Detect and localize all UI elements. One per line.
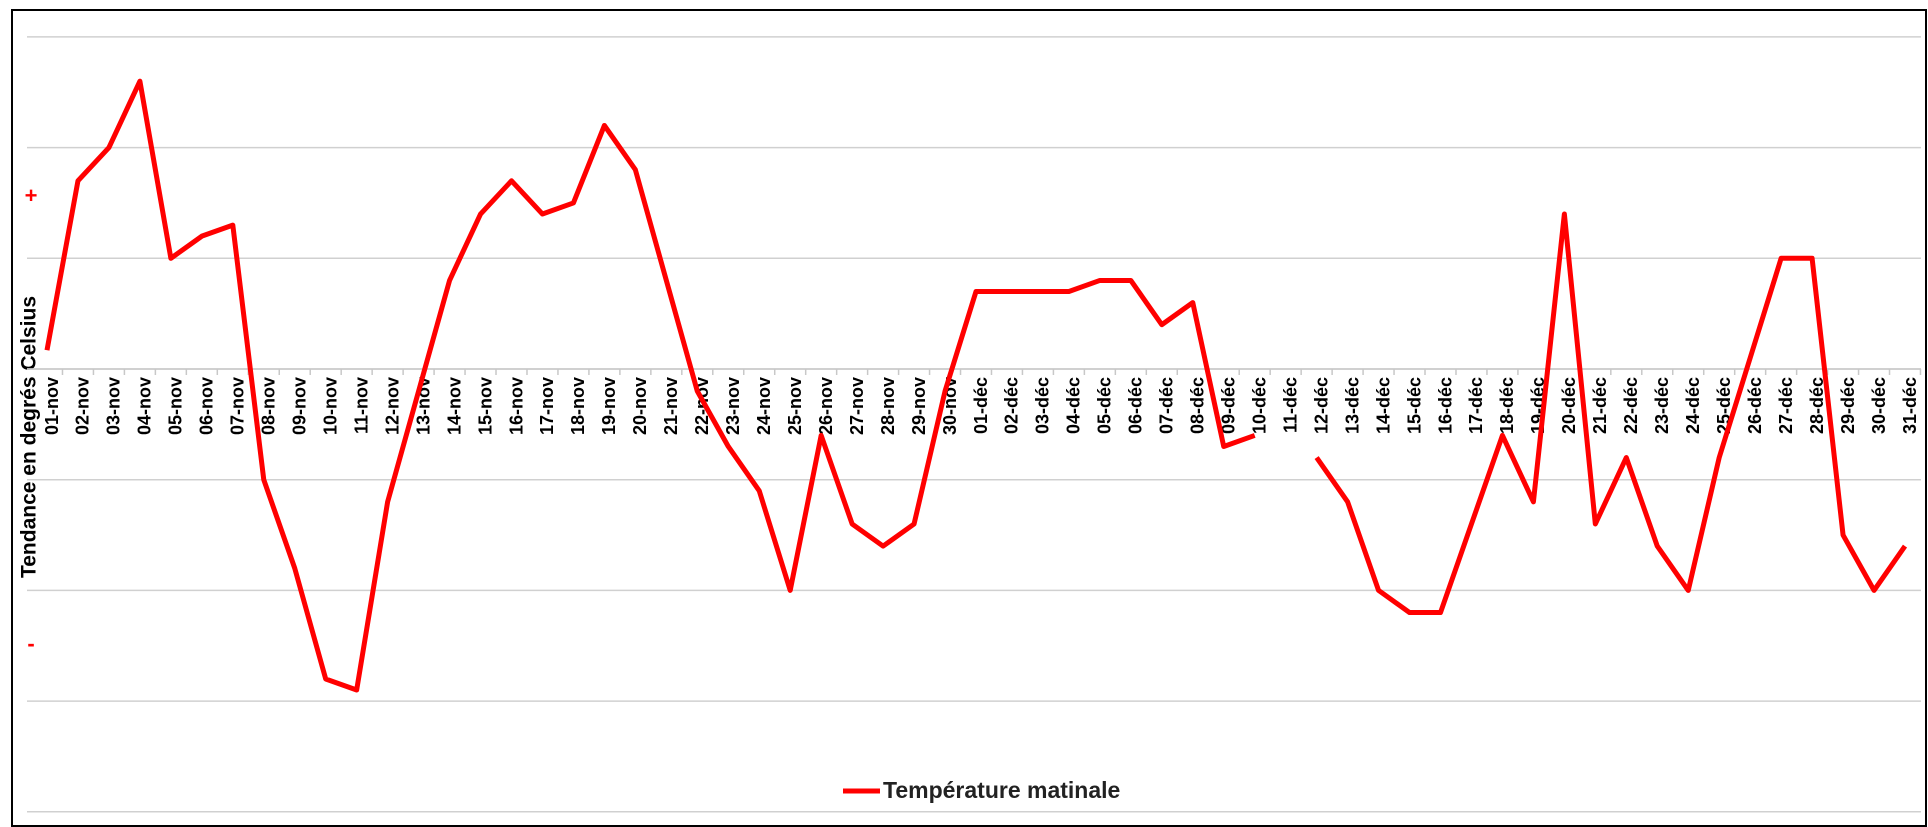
x-tick-label: 13-déc [1342, 377, 1362, 434]
x-tick-label: 27-nov [847, 377, 867, 435]
x-tick-label: 09-déc [1218, 377, 1238, 434]
x-tick-label: 11-déc [1280, 377, 1300, 433]
x-tick-label: 08-nov [259, 377, 279, 435]
x-tick-label: 06-déc [1126, 377, 1146, 434]
y-axis-label: Tendance en degrés Celsius [18, 296, 41, 578]
x-tick-label: 29-déc [1838, 377, 1858, 434]
chart-frame [11, 9, 1927, 827]
x-tick-label: 12-déc [1311, 377, 1331, 434]
x-tick-label: 23-déc [1652, 377, 1672, 434]
x-tick-label: 23-nov [723, 377, 743, 435]
x-tick-label: 21-nov [661, 377, 681, 435]
x-tick-label: 12-nov [382, 377, 402, 435]
x-tick-label: 28-nov [878, 377, 898, 435]
x-tick-label: 01-déc [971, 377, 991, 434]
x-tick-label: 01-nov [42, 377, 62, 435]
x-tick-label: 10-nov [320, 377, 340, 435]
x-tick-label: 25-nov [785, 377, 805, 435]
x-tick-label: 31-déc [1900, 377, 1920, 434]
x-tick-label: 29-nov [909, 377, 929, 435]
x-tick-label: 04-déc [1064, 377, 1084, 434]
x-tick-label: 07-déc [1157, 377, 1177, 434]
data-line [44, 78, 1908, 693]
legend-label: Température matinale [883, 777, 1120, 803]
x-tick-label: 16-nov [506, 377, 526, 435]
x-tick-label: 27-déc [1776, 377, 1796, 434]
x-tick-label: 18-déc [1497, 377, 1517, 434]
x-tick-label: 04-nov [135, 377, 155, 435]
x-tick-label: 20-déc [1559, 377, 1579, 434]
x-tick-label: 14-déc [1373, 377, 1393, 434]
x-tick-label: 03-déc [1033, 377, 1053, 434]
x-tick-label: 09-nov [289, 377, 309, 435]
x-tick-label: 15-nov [475, 377, 495, 435]
plus-annotation: + [25, 183, 38, 208]
x-tick-label: 05-déc [1095, 377, 1115, 434]
x-tick-label: 02-déc [1002, 377, 1022, 434]
x-tick-label: 30-déc [1869, 377, 1889, 434]
x-tick-label: 18-nov [568, 377, 588, 435]
x-tick-label: 21-déc [1590, 377, 1610, 434]
x-tick-label: 22-déc [1621, 377, 1641, 434]
x-tick-label: 19-nov [599, 377, 619, 435]
x-tick-label: 16-déc [1435, 377, 1455, 434]
x-tick-label: 17-nov [537, 377, 557, 435]
x-tick-label: 11-nov [351, 377, 371, 434]
minus-annotation: - [27, 631, 34, 656]
x-tick-label: 28-déc [1807, 377, 1827, 434]
x-tick-label: 06-nov [197, 377, 217, 435]
x-tick-label: 15-déc [1404, 377, 1424, 434]
x-tick-label: 20-nov [630, 377, 650, 435]
x-tick-label: 10-déc [1249, 377, 1269, 434]
x-tick-label: 26-nov [816, 377, 836, 435]
x-tick-label: 24-déc [1683, 377, 1703, 434]
x-tick-label: 07-nov [228, 377, 248, 435]
x-tick-label: 14-nov [444, 377, 464, 435]
x-tick-label: 08-déc [1188, 377, 1208, 434]
x-tick-label: 03-nov [104, 377, 124, 435]
x-tick-label: 05-nov [166, 377, 186, 435]
x-tick-label: 17-déc [1466, 377, 1486, 434]
x-tick-label: 26-déc [1745, 377, 1765, 434]
x-tick-label: 02-nov [73, 377, 93, 435]
x-tick-label: 24-nov [754, 377, 774, 435]
